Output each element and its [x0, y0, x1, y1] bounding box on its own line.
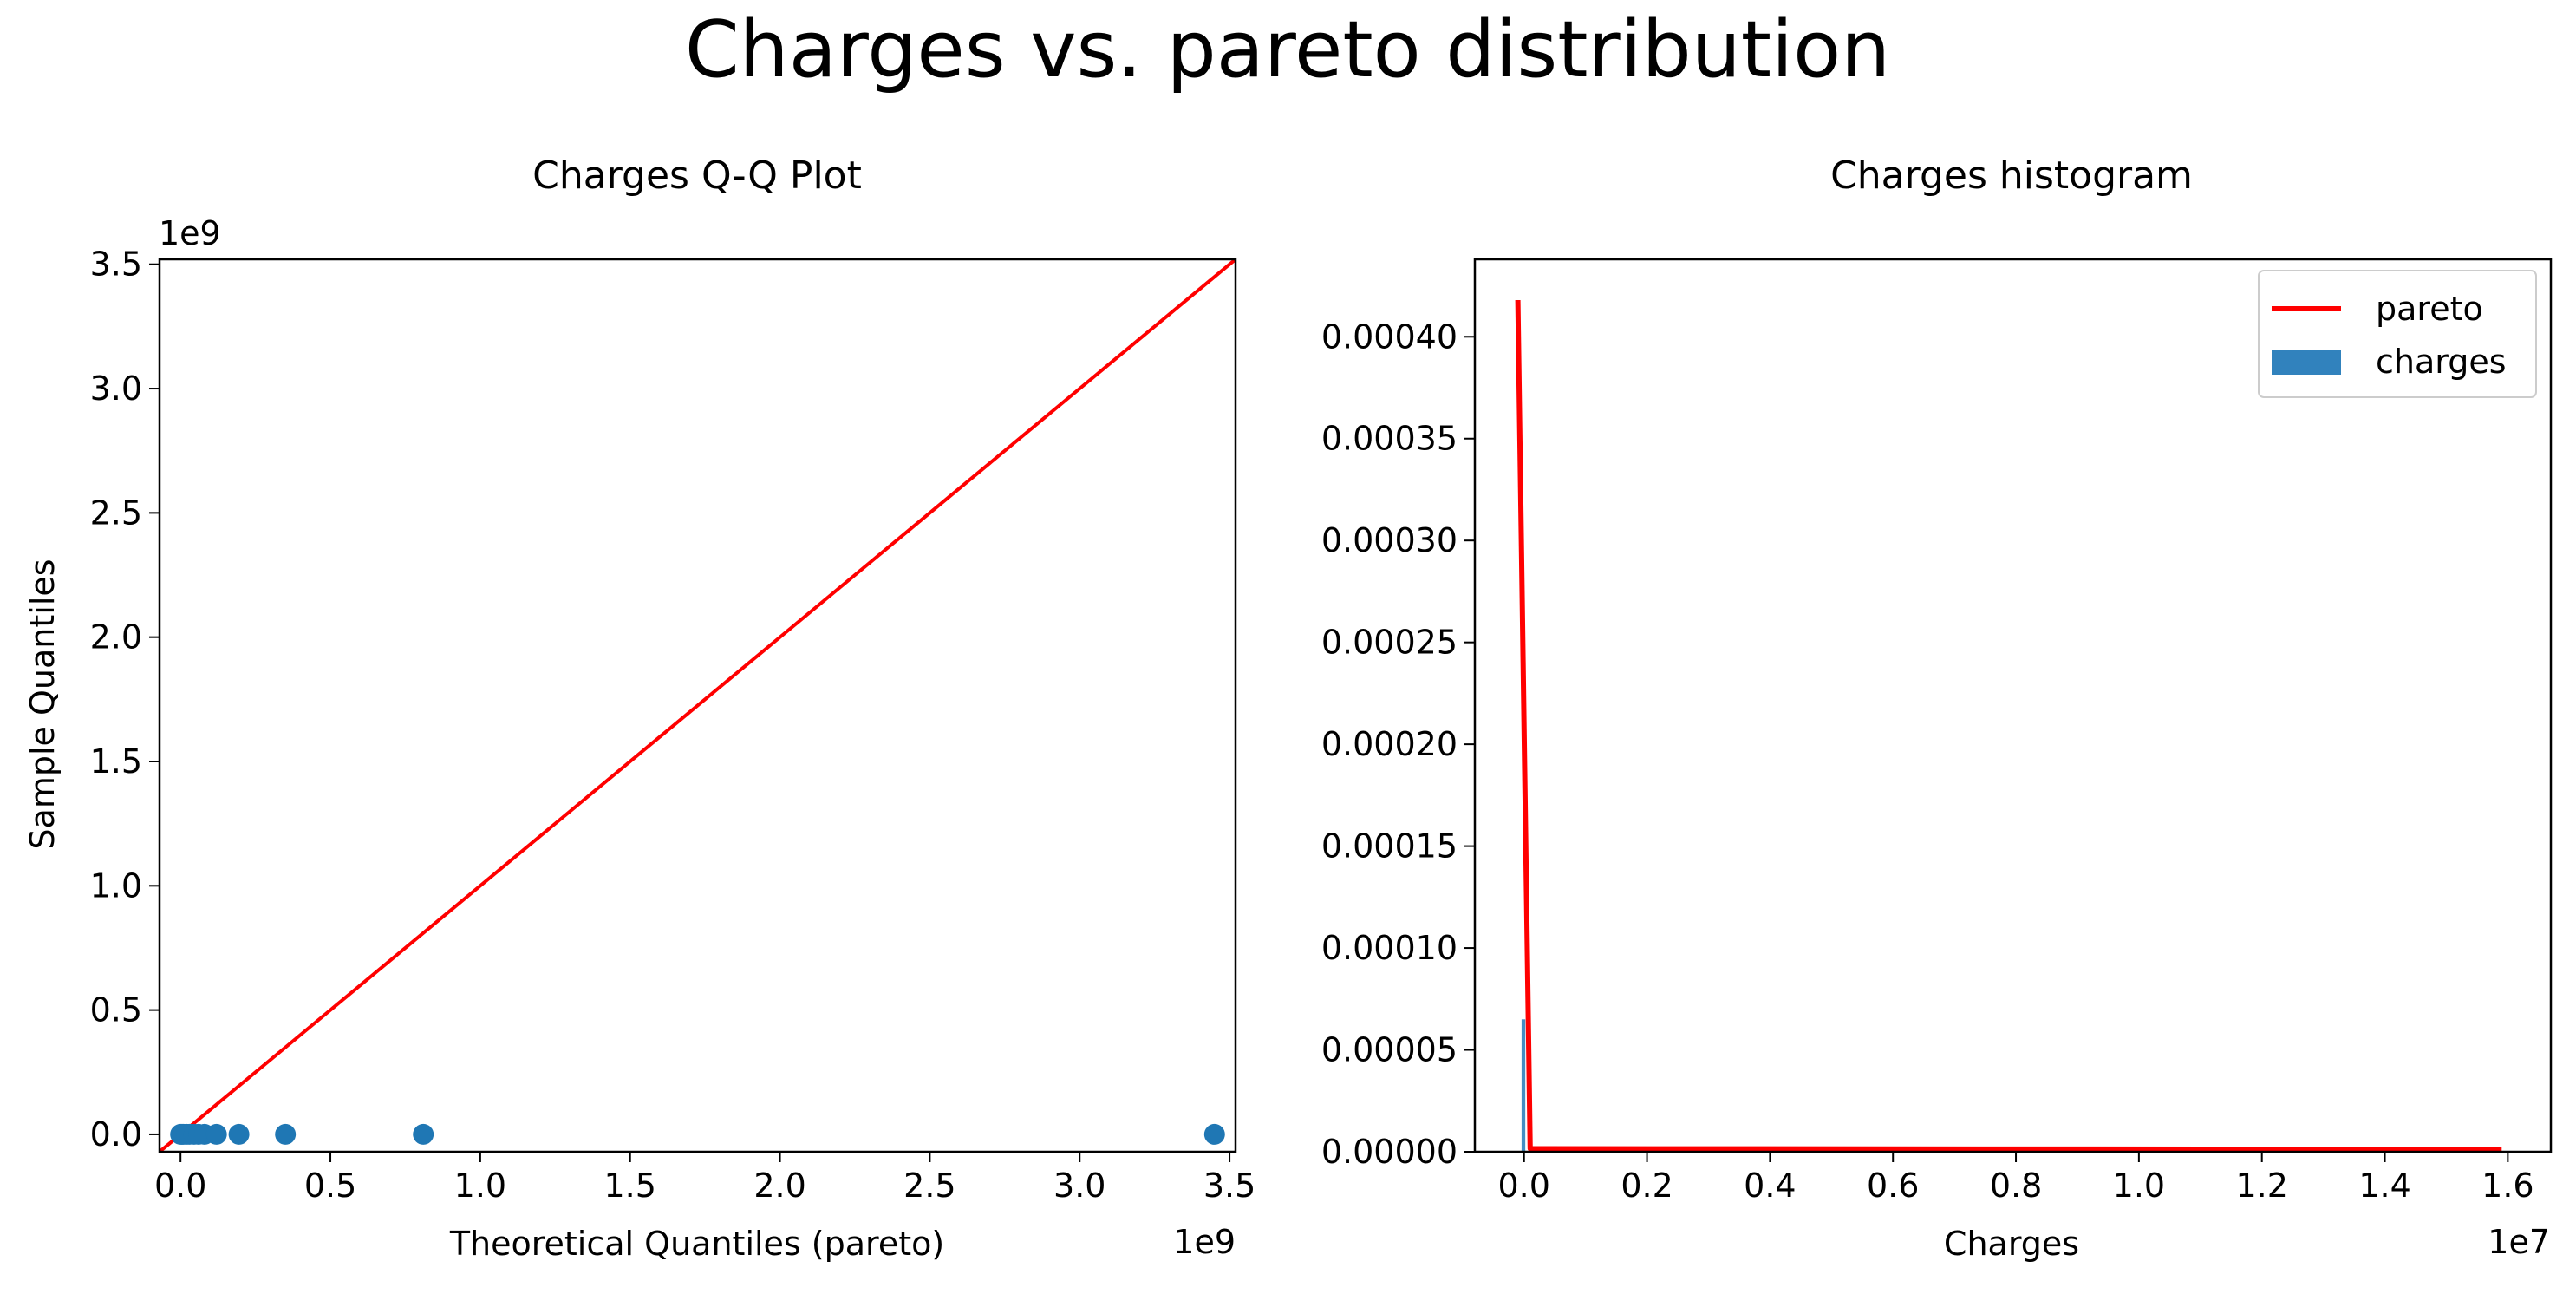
hist-x-offset-text: 1e7: [2488, 1223, 2550, 1261]
hist-x-tick-label: 0.6: [1867, 1167, 1919, 1205]
qq-y-axis-label: Sample Quantiles: [23, 559, 62, 849]
histogram-axes-frame: [1473, 258, 2553, 1153]
qq-plot-title: Charges Q-Q Plot: [532, 154, 862, 198]
qq-x-tick-label: 3.5: [1203, 1167, 1255, 1205]
qq-y-tick-label: 2.5: [90, 493, 142, 532]
legend-patch-swatch: [2272, 350, 2341, 375]
legend-label-pareto: pareto: [2376, 290, 2483, 328]
hist-x-tick-label: 0.8: [1990, 1167, 2042, 1205]
qq-x-tick-label: 2.5: [903, 1167, 955, 1205]
hist-x-tick-label: 0.4: [1744, 1167, 1796, 1205]
qq-point: [1203, 1123, 1225, 1145]
figure-title: Charges vs. pareto distribution: [685, 4, 1890, 95]
hist-y-tick-label: 0.00015: [1321, 827, 1458, 866]
hist-x-ticks: 0.0 0.2 0.4 0.6 0.8 1.0 1.2 1.4 1.6: [1498, 1152, 2534, 1205]
pareto-pdf-curve: [1515, 299, 2502, 1152]
histogram-panel: Charges histogram 1e7 Charges 0.0 0.2 0.4 0…: [1321, 154, 2553, 1263]
hist-y-ticks: 0.00000 0.00005 0.00010 0.00015 0.00020 0.000…: [1321, 317, 1475, 1171]
histogram-bar: [1521, 1019, 1526, 1152]
legend-label-charges: charges: [2376, 343, 2507, 381]
qq-x-tick-label: 2.0: [753, 1167, 805, 1205]
pareto-pdf-line: [1515, 299, 2502, 1152]
qq-y-tick-label: 1.0: [90, 866, 142, 905]
hist-x-axis-label: Charges: [1944, 1225, 2079, 1263]
qq-point: [228, 1123, 250, 1145]
hist-x-tick-label: 1.4: [2358, 1167, 2410, 1205]
qq-y-tick-label: 1.5: [90, 742, 142, 781]
qq-y-tick-label: 3.5: [90, 245, 142, 284]
qq-y-offset-text: 1e9: [159, 214, 221, 252]
qq-x-tick-label: 3.0: [1053, 1167, 1105, 1205]
qq-plot-area: [160, 259, 1236, 1152]
qq-y-ticks: 0.0 0.5 1.0 1.5 2.0 2.5 3.0 3.5: [90, 245, 160, 1153]
hist-y-tick-label: 0.00005: [1321, 1031, 1458, 1069]
qq-x-axis-label: Theoretical Quantiles (pareto): [449, 1225, 944, 1263]
qq-point: [413, 1123, 434, 1145]
qq-x-tick-label: 1.0: [454, 1167, 506, 1205]
qq-x-tick-label: 0.0: [154, 1167, 206, 1205]
histogram-legend: pareto charges: [2258, 270, 2537, 398]
qq-sample-points: [170, 1123, 1225, 1145]
hist-x-tick-label: 1.0: [2113, 1167, 2165, 1205]
qq-x-offset-text: 1e9: [1173, 1223, 1236, 1261]
qq-x-tick-label: 1.5: [604, 1167, 656, 1205]
histogram-title: Charges histogram: [1830, 154, 2193, 198]
qq-x-tick-label: 0.5: [304, 1167, 356, 1205]
qq-y-tick-label: 0.0: [90, 1115, 142, 1153]
hist-y-tick-label: 0.00010: [1321, 929, 1458, 967]
hist-y-tick-label: 0.00030: [1321, 521, 1458, 559]
hist-x-tick-label: 1.2: [2235, 1167, 2287, 1205]
hist-y-tick-label: 0.00025: [1321, 624, 1458, 662]
hist-y-tick-label: 0.00020: [1321, 725, 1458, 763]
hist-y-tick-label: 0.00040: [1321, 317, 1458, 356]
histogram-plot-area: [1515, 299, 2502, 1152]
hist-y-tick-label: 0.00000: [1321, 1133, 1458, 1171]
qq-plot-panel: Charges Q-Q Plot 1e9 1e9 Theoretical Qua…: [23, 154, 1255, 1263]
hist-x-tick-label: 0.2: [1621, 1167, 1673, 1205]
histogram-bars: [1521, 1019, 1526, 1152]
qq-reference-line: [160, 259, 1236, 1152]
hist-x-tick-label: 0.0: [1498, 1167, 1550, 1205]
hist-x-tick-label: 1.6: [2481, 1167, 2534, 1205]
hist-y-tick-label: 0.00035: [1321, 420, 1458, 458]
qq-fit-line: [160, 259, 1236, 1152]
qq-y-tick-label: 0.5: [90, 991, 142, 1029]
qq-x-ticks: 0.0 0.5 1.0 1.5 2.0 2.5 3.0 3.5: [154, 1152, 1255, 1205]
qq-point: [205, 1123, 227, 1145]
qq-point: [275, 1123, 297, 1145]
qq-axes-frame: [158, 258, 1237, 1153]
qq-y-tick-label: 3.0: [90, 369, 142, 408]
qq-y-tick-label: 2.0: [90, 618, 142, 657]
